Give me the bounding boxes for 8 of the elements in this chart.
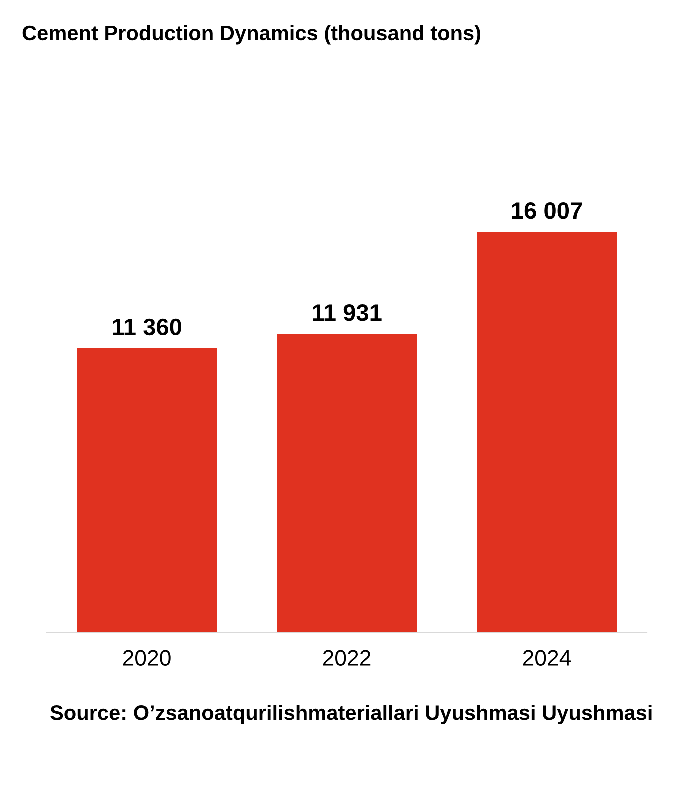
data-label: 11 360 (113, 318, 182, 336)
x-tick-label: 2022 (323, 650, 371, 666)
data-label: 16 007 (512, 202, 582, 220)
x-tick-label: 2020 (123, 650, 171, 666)
x-tick-label: 2024 (523, 650, 572, 666)
source-note: Source: O’zsanoatqurilishmateriallari Uyushmasi Uyushmasi (50, 705, 652, 724)
data-label: 11 931 (313, 304, 382, 322)
chart-title: Cement Production Dynamics (thousand tons) (22, 25, 480, 45)
